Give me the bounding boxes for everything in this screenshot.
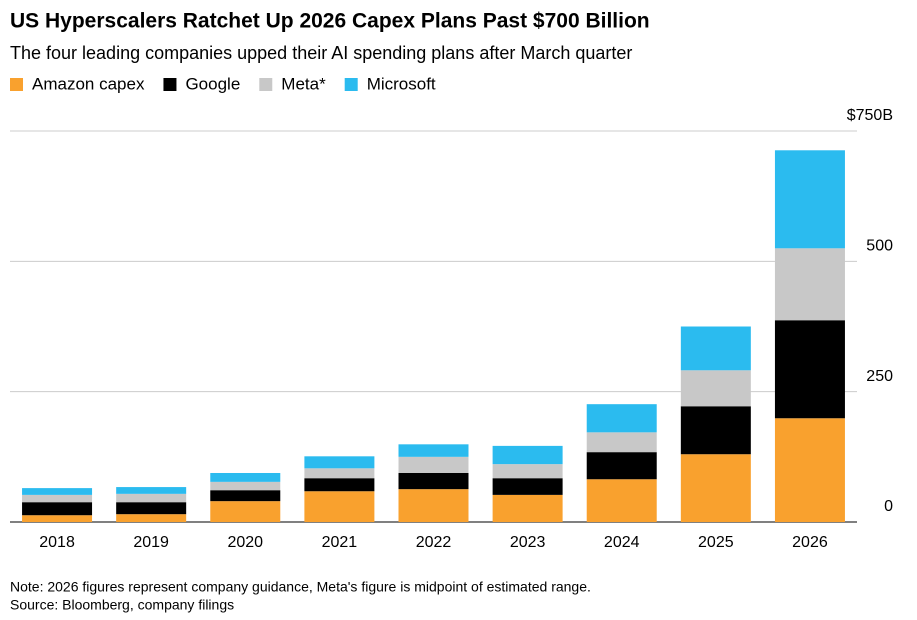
bar-segment (116, 514, 187, 522)
y-tick-label: 250 (866, 368, 893, 385)
x-tick-label: 2025 (698, 534, 734, 551)
bar-segment (774, 418, 845, 522)
bar-segment (680, 326, 751, 371)
bar-segment (116, 493, 187, 503)
bar-segment (116, 487, 187, 494)
x-tick-label: 2022 (416, 534, 452, 551)
bar-segment (680, 406, 751, 455)
bar-segment (398, 489, 469, 522)
bar-segment (22, 488, 93, 495)
legend-swatch (259, 78, 273, 91)
bar-segment (116, 502, 187, 515)
bar-segment (398, 444, 469, 457)
y-tick-label: 0 (884, 498, 893, 515)
bar-segment (774, 248, 845, 321)
legend-label: Meta* (281, 74, 326, 93)
x-tick-label: 2024 (604, 534, 640, 551)
bar-segment (22, 515, 93, 522)
chart-subtitle: The four leading companies upped their A… (10, 43, 632, 63)
bar-segment (210, 481, 281, 491)
bar-segment (304, 456, 375, 469)
bar-segment (774, 320, 845, 419)
source: Source: Bloomberg, company filings (10, 597, 234, 613)
y-tick-label: $750B (847, 107, 893, 124)
bar-segment (586, 479, 657, 522)
bar-segment (680, 454, 751, 522)
bar-segment (492, 445, 563, 465)
legend-label: Google (185, 74, 240, 93)
x-tick-label: 2023 (510, 534, 546, 551)
x-tick-label: 2018 (39, 534, 75, 551)
bar-segment (22, 502, 93, 516)
legend-label: Amazon capex (32, 74, 145, 93)
bar-segment (586, 432, 657, 453)
note: Note: 2026 figures represent company gui… (10, 579, 591, 595)
bar-segment (492, 494, 563, 522)
legend-swatch (10, 78, 23, 91)
bar-segment (398, 472, 469, 490)
bar-segment (304, 491, 375, 522)
bar-segment (774, 150, 845, 249)
bar-segment (210, 490, 281, 502)
x-tick-label: 2019 (133, 534, 169, 551)
legend-swatch (163, 78, 177, 91)
x-tick-label: 2020 (227, 534, 263, 551)
legend-swatch (344, 78, 358, 91)
bar-segment (210, 501, 281, 522)
bar-segment (492, 464, 563, 479)
bar-segment (680, 370, 751, 407)
legend-label: Microsoft (367, 74, 436, 93)
chart-title: US Hyperscalers Ratchet Up 2026 Capex Pl… (10, 10, 650, 33)
x-tick-label: 2021 (322, 534, 358, 551)
bar-segment (586, 404, 657, 433)
bar-segment (492, 478, 563, 495)
bar-segment (304, 468, 375, 479)
bar-segment (586, 452, 657, 480)
bar-segment (210, 472, 281, 482)
bar-segment (304, 478, 375, 492)
bar-segment (22, 494, 93, 503)
y-tick-label: 500 (866, 238, 893, 255)
x-tick-label: 2026 (792, 534, 828, 551)
bar-segment (398, 456, 469, 473)
